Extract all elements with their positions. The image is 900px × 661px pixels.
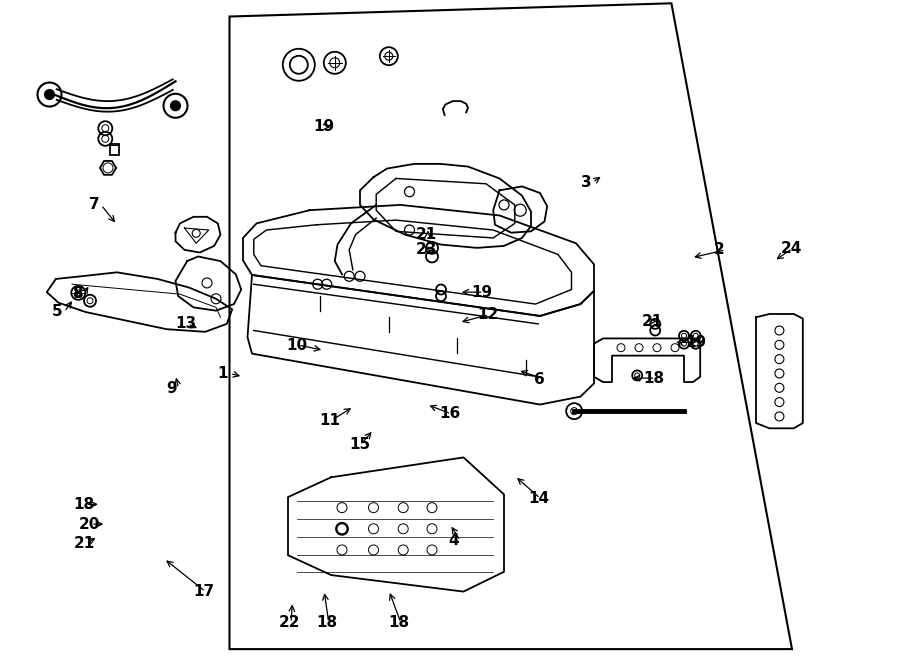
Text: 21: 21 — [416, 227, 437, 242]
Text: 19: 19 — [686, 335, 706, 350]
Text: 19: 19 — [313, 120, 334, 134]
Circle shape — [170, 100, 181, 111]
Text: 1: 1 — [218, 366, 229, 381]
Text: 21: 21 — [74, 536, 95, 551]
Text: 20: 20 — [79, 517, 101, 531]
Text: 15: 15 — [349, 437, 370, 451]
Text: 6: 6 — [534, 372, 544, 387]
Text: 11: 11 — [320, 413, 340, 428]
Circle shape — [44, 89, 55, 100]
Text: 18: 18 — [389, 615, 410, 630]
Text: 14: 14 — [528, 491, 549, 506]
Text: 9: 9 — [166, 381, 177, 396]
Text: 24: 24 — [780, 241, 802, 256]
Text: 18: 18 — [644, 371, 664, 385]
Text: 16: 16 — [439, 407, 461, 421]
Text: 5: 5 — [52, 305, 63, 319]
Text: 21: 21 — [642, 314, 663, 329]
Text: 2: 2 — [714, 243, 724, 257]
Text: 17: 17 — [194, 584, 214, 599]
Text: 4: 4 — [448, 533, 459, 548]
Text: 8: 8 — [72, 286, 83, 301]
Text: 7: 7 — [89, 198, 100, 212]
Text: 18: 18 — [74, 497, 94, 512]
Text: 22: 22 — [279, 615, 301, 630]
Text: 23: 23 — [416, 243, 437, 257]
Text: 13: 13 — [176, 317, 196, 331]
Text: 19: 19 — [472, 285, 492, 299]
Text: 18: 18 — [317, 615, 338, 630]
Text: 10: 10 — [286, 338, 307, 352]
Text: 12: 12 — [477, 307, 499, 322]
Text: 3: 3 — [580, 175, 591, 190]
